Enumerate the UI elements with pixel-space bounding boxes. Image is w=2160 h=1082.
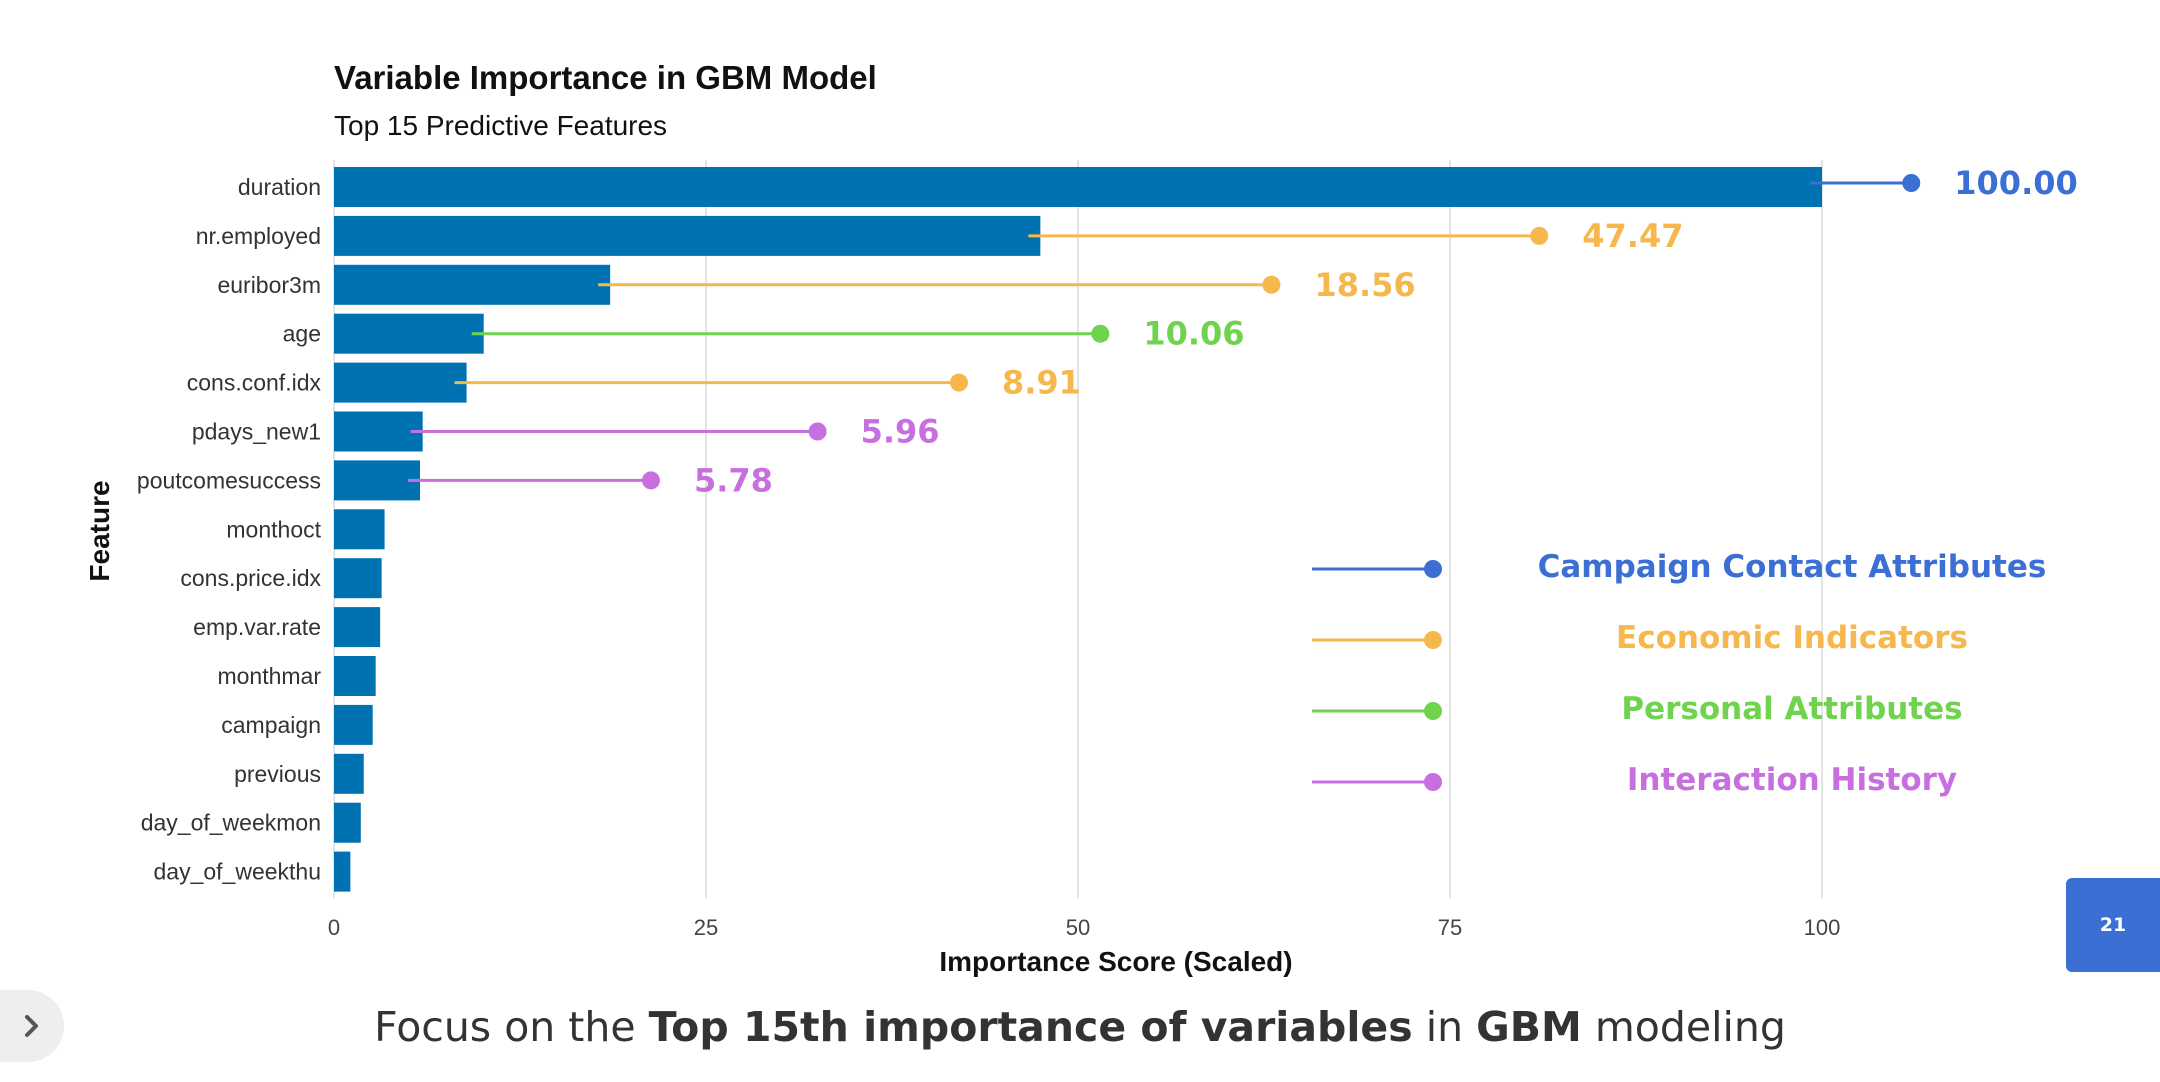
bar-pdays_new1 <box>334 411 423 452</box>
y-tick-label: previous <box>234 761 321 787</box>
y-tick-labels: duration nr.employed euribor3m age cons.conf… <box>137 174 322 885</box>
next-slide-button[interactable] <box>0 990 64 1062</box>
y-tick-label: day_of_weekmon <box>141 810 321 836</box>
bar-previous <box>334 753 364 794</box>
legend-label: Campaign Contact Attributes <box>1538 549 2047 585</box>
x-tick-labels: 0 25 50 75 100 <box>328 915 1840 940</box>
y-tick-label: monthmar <box>217 663 321 689</box>
value-label: 8.91 <box>1002 364 1081 402</box>
value-label: 5.78 <box>694 461 773 499</box>
legend-label: Economic Indicators <box>1616 620 1968 656</box>
bar-emp.var.rate <box>334 607 381 648</box>
value-label: 47.47 <box>1582 217 1683 255</box>
y-axis-label: Feature <box>84 480 115 581</box>
value-label: 10.06 <box>1143 315 1244 353</box>
annotations: 100.00 47.47 18.56 10.06 8.91 5.96 5.78 <box>408 164 2078 499</box>
legend-dot <box>1424 560 1442 578</box>
bar-cons.conf.idx <box>334 362 467 403</box>
y-tick-label: euribor3m <box>217 272 321 298</box>
caption-emphasis: GBM <box>1476 1003 1582 1051</box>
bar-monthmar <box>334 656 376 696</box>
caption-emphasis: Top 15th importance of variables <box>648 1003 1413 1051</box>
legend-label: Interaction History <box>1627 762 1957 798</box>
y-tick-label: cons.conf.idx <box>187 370 322 396</box>
bar-age <box>334 313 484 354</box>
caption-text: in <box>1412 1003 1477 1051</box>
legend-dot <box>1424 773 1442 791</box>
leader-dot <box>1091 324 1110 343</box>
legend-dot <box>1424 631 1442 649</box>
caption-text: Focus on the <box>374 1003 649 1051</box>
chevron-right-icon <box>25 1015 38 1037</box>
leader-dot <box>1262 275 1281 294</box>
bar-day_of_weekmon <box>334 802 361 843</box>
bar-campaign <box>334 704 373 745</box>
bars <box>334 167 1822 892</box>
leader-dot <box>1530 226 1549 245</box>
bar-cons.price.idx <box>334 558 382 599</box>
value-label: 100.00 <box>1954 164 2077 202</box>
y-tick-label: campaign <box>221 712 321 738</box>
x-axis-label: Importance Score (Scaled) <box>939 946 1292 977</box>
y-tick-label: nr.employed <box>196 223 321 249</box>
y-tick-label: monthoct <box>226 516 321 542</box>
y-tick-label: age <box>283 321 321 347</box>
y-tick-label: poutcomesuccess <box>137 467 321 493</box>
legend: Campaign Contact Attributes Economic Indi… <box>1312 549 2046 798</box>
caption-text: modeling <box>1581 1003 1786 1051</box>
bar-poutcomesuccess <box>334 460 421 501</box>
legend-dot <box>1424 702 1442 720</box>
y-tick-label: pdays_new1 <box>192 419 321 445</box>
leader-dot <box>808 422 827 441</box>
y-tick-label: day_of_weekthu <box>153 859 321 885</box>
value-label: 18.56 <box>1314 266 1415 304</box>
x-tick-label: 75 <box>1438 915 1462 940</box>
legend-label: Personal Attributes <box>1621 691 1962 727</box>
page-number-badge: 21 <box>2066 878 2160 972</box>
y-tick-label: emp.var.rate <box>193 614 321 640</box>
slide-caption: Focus on the Top 15th importance of vari… <box>0 1003 2160 1051</box>
bar-nr.employed <box>334 215 1041 256</box>
leader-dot <box>1902 174 1921 192</box>
importance-chart: 100.00 47.47 18.56 10.06 8.91 5.96 5.78 durati… <box>84 59 2078 977</box>
chart-title: Variable Importance in GBM Model <box>334 59 877 96</box>
leader-dot <box>949 373 968 392</box>
x-tick-label: 0 <box>328 915 340 940</box>
leader-dot <box>641 471 660 490</box>
bar-day_of_weekthu <box>334 851 351 892</box>
bar-duration <box>334 167 1822 207</box>
bar-monthoct <box>334 509 385 550</box>
x-tick-label: 25 <box>694 915 718 940</box>
x-tick-label: 100 <box>1804 915 1841 940</box>
y-tick-label: duration <box>238 174 321 200</box>
bar-euribor3m <box>334 264 611 305</box>
y-tick-label: cons.price.idx <box>180 565 321 591</box>
value-label: 5.96 <box>861 413 940 451</box>
chart-subtitle: Top 15 Predictive Features <box>334 110 667 141</box>
x-tick-label: 50 <box>1066 915 1090 940</box>
